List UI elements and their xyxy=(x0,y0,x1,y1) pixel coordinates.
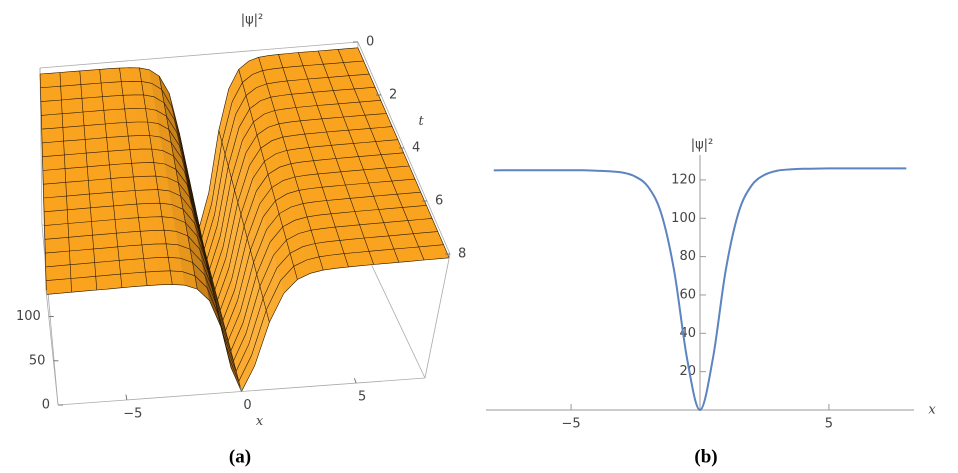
x-axis-label: x xyxy=(928,403,936,418)
box-edge xyxy=(39,41,359,69)
mesh-line xyxy=(42,139,398,301)
mesh-line xyxy=(45,231,438,372)
t-tick-label: 0 xyxy=(366,35,374,50)
t-tick-label: 4 xyxy=(412,141,420,156)
t-tick-label: 2 xyxy=(389,88,397,103)
t-tick-label: 8 xyxy=(458,247,466,262)
y-tick-label: 100 xyxy=(671,211,696,226)
box-edge xyxy=(424,253,451,379)
mesh-line xyxy=(44,191,421,342)
x-tick-label: 5 xyxy=(825,417,833,432)
tick-mark xyxy=(239,386,242,392)
mesh-line xyxy=(41,86,376,261)
x-tick-label: 0 xyxy=(243,398,251,413)
x-axis-label: x xyxy=(256,414,264,429)
y-tick-label: 120 xyxy=(671,172,696,187)
mesh-line xyxy=(44,178,416,332)
mesh-line xyxy=(41,100,381,271)
y-tick-label: 20 xyxy=(679,364,696,379)
t-axis-label: t xyxy=(419,114,425,129)
mesh-line xyxy=(46,244,444,383)
line xyxy=(493,167,907,412)
mesh-line xyxy=(44,205,427,352)
mesh-line xyxy=(39,74,47,295)
mesh-line xyxy=(45,218,433,362)
mesh-line xyxy=(43,165,410,322)
tick-mark xyxy=(125,394,128,401)
z-tick-label: 50 xyxy=(29,353,46,368)
x-tick-label: −5 xyxy=(561,417,580,432)
box-edge xyxy=(45,289,59,406)
mesh-line xyxy=(43,152,404,311)
caption: (b) xyxy=(694,446,717,467)
chart-title: |ψ|² xyxy=(241,13,264,28)
caption: (a) xyxy=(229,446,251,467)
z-tick-label: 0 xyxy=(42,398,50,413)
z-tick-label: 100 xyxy=(16,309,41,324)
x-tick-label: −5 xyxy=(123,406,142,421)
t-tick-label: 6 xyxy=(435,194,443,209)
mesh-line xyxy=(42,113,387,281)
y-axis-label: |ψ|² xyxy=(691,138,714,153)
y-tick-label: 80 xyxy=(679,249,696,264)
mesh-line xyxy=(42,126,393,291)
tick-mark xyxy=(353,378,357,384)
y-tick-label: 60 xyxy=(679,287,696,302)
x-tick-label: 5 xyxy=(358,390,366,405)
